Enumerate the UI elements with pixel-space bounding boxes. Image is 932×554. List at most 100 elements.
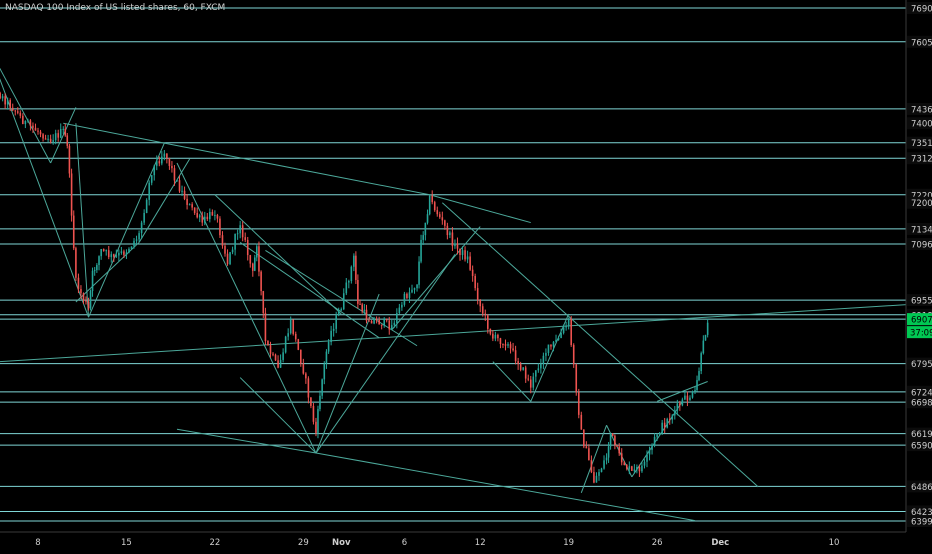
candle-body — [27, 120, 29, 121]
candle-body — [388, 320, 390, 329]
candle-body — [500, 338, 502, 344]
candle-body — [131, 246, 133, 248]
svg-text:6619: 6619 — [911, 430, 932, 440]
candle-body — [434, 202, 436, 210]
price-axis-label: 7400 — [907, 117, 932, 130]
candle-body — [378, 320, 380, 325]
candle-body — [313, 406, 315, 422]
candle-body — [126, 252, 128, 254]
price-axis-label: 7351 — [907, 137, 932, 150]
candle-body — [229, 252, 231, 264]
candle-body — [214, 215, 216, 216]
candle-body — [674, 410, 676, 415]
candle-body — [252, 264, 254, 271]
candle-body — [464, 250, 466, 259]
candle-body — [664, 423, 666, 428]
candle-body — [260, 272, 262, 291]
candle-body — [0, 93, 1, 99]
candle-body — [459, 249, 461, 255]
candle-body — [199, 215, 201, 217]
candle-body — [469, 256, 471, 269]
candle-body — [148, 183, 150, 200]
candle-body — [2, 96, 4, 98]
price-axis-label: 7690 — [907, 2, 932, 15]
candle-body — [462, 250, 464, 255]
candle-body — [50, 139, 52, 142]
candle-body — [105, 250, 107, 251]
candle-body — [4, 96, 6, 104]
candle-body — [535, 370, 537, 376]
candle-body — [219, 219, 221, 236]
candle-body — [436, 210, 438, 214]
candle-body — [113, 254, 115, 256]
time-axis-label: 6 — [402, 538, 407, 548]
candle-body — [133, 241, 135, 247]
candle-body — [128, 249, 130, 253]
candle-body — [232, 250, 234, 253]
candle-body — [623, 462, 625, 465]
candle-body — [348, 281, 350, 283]
time-axis-label: 29 — [298, 538, 309, 548]
candle-body — [55, 133, 57, 140]
candle-body — [532, 377, 534, 388]
price-axis-label: 6955 — [907, 294, 932, 307]
price-axis-label: 6399 — [907, 515, 932, 528]
candle-body — [78, 278, 80, 289]
candle-body — [553, 342, 555, 347]
price-axis-label: 7605 — [907, 36, 932, 49]
candle-body — [249, 255, 251, 264]
candle-body — [368, 321, 370, 322]
candle-body — [659, 433, 661, 434]
candle-body — [606, 458, 608, 461]
candle-body — [254, 257, 256, 270]
candle-body — [707, 323, 709, 335]
candle-body — [207, 217, 209, 219]
candle-body — [184, 191, 186, 199]
price-axis-background — [906, 0, 932, 550]
candle-body — [581, 415, 583, 430]
candle-body — [656, 435, 658, 437]
svg-text:37:09: 37:09 — [910, 329, 932, 339]
svg-text:7690: 7690 — [911, 5, 932, 15]
candle-body — [308, 378, 310, 397]
candle-body — [256, 246, 258, 257]
candle-body — [171, 166, 173, 168]
candle-body — [290, 319, 292, 333]
candle-body — [399, 308, 401, 314]
candle-body — [310, 398, 312, 406]
candle-body — [328, 342, 330, 352]
candle-body — [429, 196, 431, 214]
candle-body — [621, 453, 623, 462]
candle-body — [204, 217, 206, 223]
candle-body — [280, 360, 282, 368]
candle-body — [677, 403, 679, 410]
candle-body — [396, 313, 398, 323]
time-axis-label: 10 — [829, 538, 840, 548]
candle-body — [411, 290, 413, 293]
candle-body — [654, 437, 656, 445]
candle-body — [30, 120, 32, 125]
candle-body — [323, 364, 325, 379]
time-axis-label: 26 — [652, 538, 663, 548]
candle-body — [80, 289, 82, 293]
candle-body — [267, 341, 269, 345]
candle-body — [427, 214, 429, 223]
candle-body — [631, 466, 633, 471]
candle-body — [138, 233, 140, 239]
candle-body — [682, 399, 684, 405]
candle-body — [467, 256, 469, 259]
candle-body — [262, 291, 264, 313]
candle-body — [425, 223, 427, 235]
candle-body — [366, 310, 368, 321]
candle-body — [530, 380, 532, 388]
candle-body — [224, 246, 226, 254]
svg-text:6486: 6486 — [911, 483, 932, 493]
candle-body — [73, 216, 75, 249]
candle-body — [444, 220, 446, 225]
candle-body — [303, 364, 305, 374]
candle-body — [35, 128, 37, 131]
candle-body — [179, 180, 181, 191]
price-axis-label: 6619 — [907, 428, 932, 441]
